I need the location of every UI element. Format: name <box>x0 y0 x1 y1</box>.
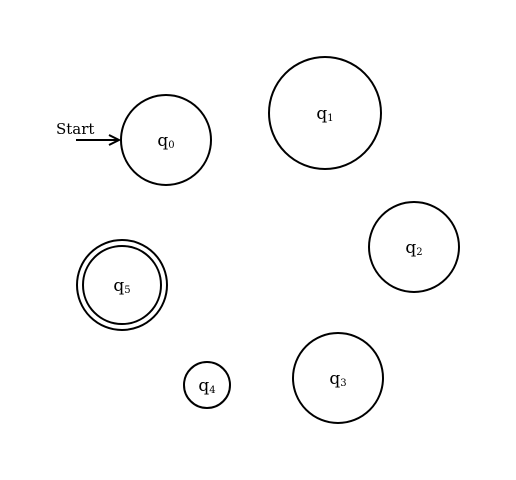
state-q2: q2 <box>368 201 460 293</box>
state-q3-circle <box>292 332 384 424</box>
state-q4-circle <box>183 361 231 409</box>
state-q2-circle <box>368 201 460 293</box>
state-q2-label: q2 <box>405 238 422 258</box>
state-q0-label: q0 <box>157 131 174 151</box>
start-arrow <box>76 134 122 146</box>
state-q1-circle <box>268 56 382 170</box>
state-q5-label: q5 <box>113 276 130 296</box>
state-q5-inner-circle <box>82 245 162 325</box>
state-q0: q0 <box>120 94 212 186</box>
state-q4-label: q4 <box>198 376 215 396</box>
start-label: Start <box>56 120 94 138</box>
state-q4: q4 <box>183 361 231 409</box>
state-q0-circle <box>120 94 212 186</box>
state-q3: q3 <box>292 332 384 424</box>
state-q3-label: q3 <box>329 369 346 389</box>
state-q1: q1 <box>268 56 382 170</box>
state-q5: q5 <box>76 239 168 331</box>
state-q1-label: q1 <box>316 104 333 124</box>
